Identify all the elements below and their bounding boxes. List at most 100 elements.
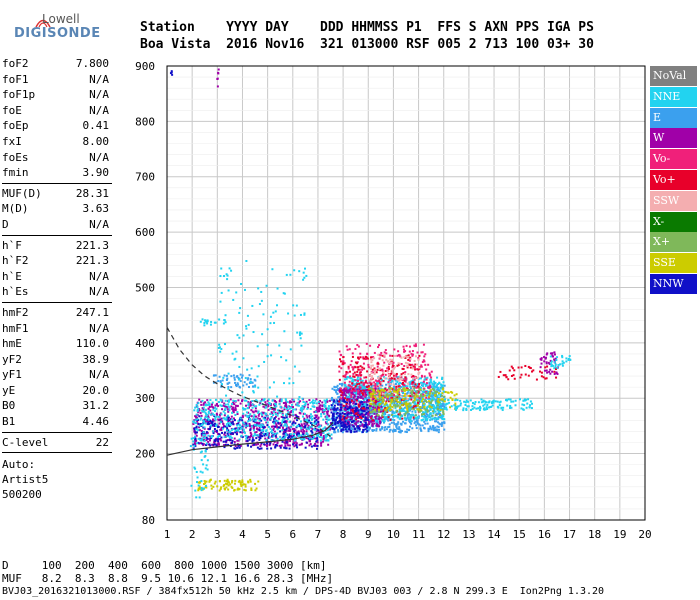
echo-point-e bbox=[227, 386, 230, 389]
echo-point-ssw bbox=[377, 377, 380, 380]
echo-point-nnw bbox=[339, 413, 342, 416]
echo-point-w bbox=[253, 442, 256, 445]
echo-point-vo- bbox=[370, 391, 373, 394]
echo-point-nne bbox=[299, 313, 302, 316]
echo-point-nne bbox=[317, 400, 320, 403]
echo-point-e bbox=[380, 408, 383, 411]
echo-point-nne bbox=[257, 411, 260, 414]
echo-point-nnw bbox=[362, 410, 365, 413]
echo-point-nnw bbox=[353, 409, 356, 412]
echo-point-nne bbox=[355, 392, 358, 395]
echo-point-vo- bbox=[363, 382, 366, 385]
echo-point-nne bbox=[394, 379, 397, 382]
echo-point-vo- bbox=[425, 368, 428, 371]
echo-point-w bbox=[220, 429, 223, 432]
echo-point-e bbox=[415, 427, 418, 430]
echo-point-nnw bbox=[314, 427, 317, 430]
echo-point-nne bbox=[205, 464, 208, 467]
echo-point-nne bbox=[204, 449, 207, 452]
autoscaling-line: 500200 bbox=[2, 488, 42, 502]
echo-point-w bbox=[372, 419, 375, 422]
echo-point-ssw bbox=[417, 358, 420, 361]
echo-point-ssw bbox=[376, 395, 379, 398]
echo-point-sse bbox=[449, 406, 452, 409]
echo-point-vo- bbox=[339, 353, 342, 356]
echo-point-e bbox=[331, 398, 334, 401]
param-name: foF1 bbox=[2, 72, 29, 86]
echo-point-vo+ bbox=[393, 377, 396, 380]
echo-point-sse bbox=[220, 486, 223, 489]
echo-point-w bbox=[216, 413, 219, 416]
echo-point-vo- bbox=[362, 356, 365, 359]
echo-point-nne bbox=[436, 395, 439, 398]
echo-point-e bbox=[390, 421, 393, 424]
echo-point-nne bbox=[500, 407, 503, 410]
echo-point-nne bbox=[203, 324, 206, 327]
echo-point-w bbox=[259, 445, 262, 448]
echo-point-w bbox=[375, 415, 378, 418]
echo-point-w bbox=[277, 412, 280, 415]
echo-point-nnw bbox=[213, 428, 216, 431]
echo-point-ssw bbox=[389, 382, 392, 385]
param-row: foEs N/A bbox=[2, 150, 112, 166]
echo-point-nne bbox=[298, 270, 301, 273]
echo-point-nne bbox=[329, 437, 332, 440]
echo-point-vo+ bbox=[402, 372, 405, 375]
echo-point-e bbox=[397, 430, 400, 433]
echo-point-nne bbox=[245, 437, 248, 440]
echo-point-nne bbox=[492, 401, 495, 404]
echo-point-vo- bbox=[347, 384, 350, 387]
echo-point-nnw bbox=[230, 422, 233, 425]
echo-point-x+ bbox=[381, 414, 384, 417]
echo-point-vo- bbox=[398, 385, 401, 388]
echo-point-x+ bbox=[388, 394, 391, 397]
echo-point-e bbox=[394, 382, 397, 385]
echo-point-sse bbox=[241, 483, 244, 486]
echo-point-sse bbox=[420, 400, 423, 403]
echo-point-w bbox=[358, 401, 361, 404]
echo-point-vo+ bbox=[508, 369, 511, 372]
echo-point-w bbox=[288, 427, 291, 430]
echo-point-w bbox=[327, 443, 330, 446]
echo-point-nne bbox=[295, 404, 298, 407]
echo-point-nne bbox=[226, 435, 229, 438]
echo-point-nne bbox=[389, 392, 392, 395]
echo-point-vo- bbox=[356, 361, 359, 364]
echo-point-w bbox=[201, 407, 204, 410]
echo-point-x+ bbox=[377, 399, 380, 402]
param-row: B0 31.2 bbox=[2, 398, 112, 414]
echo-point-nne bbox=[281, 413, 284, 416]
echo-point-e bbox=[393, 429, 396, 432]
echo-point-nne bbox=[243, 288, 246, 291]
echo-point-nne bbox=[394, 411, 397, 414]
echo-point-nne bbox=[550, 365, 553, 368]
echo-point-x+ bbox=[381, 389, 384, 392]
echo-point-w bbox=[294, 413, 297, 416]
echo-point-w bbox=[293, 431, 296, 434]
echo-point-nne bbox=[242, 408, 245, 411]
echo-point-x+ bbox=[383, 394, 386, 397]
echo-point-e bbox=[331, 387, 334, 390]
echo-point-nne bbox=[264, 430, 267, 433]
echo-point-x+ bbox=[411, 393, 414, 396]
echo-point-vo- bbox=[425, 396, 428, 399]
echo-point-w bbox=[246, 437, 249, 440]
echo-point-e bbox=[427, 409, 430, 412]
echo-point-w bbox=[302, 430, 305, 433]
echo-point-nne bbox=[279, 435, 282, 438]
echo-point-nnw bbox=[335, 418, 338, 421]
echo-point-nnw bbox=[255, 437, 258, 440]
echo-point-e bbox=[405, 392, 408, 395]
echo-point-sse bbox=[213, 482, 216, 485]
echo-point-nne bbox=[424, 377, 427, 380]
echo-point-nnw bbox=[292, 421, 295, 424]
antenna-icon bbox=[35, 19, 51, 28]
echo-point-e bbox=[413, 422, 416, 425]
echo-point-nne bbox=[498, 404, 501, 407]
echo-point-vo+ bbox=[361, 407, 364, 410]
echo-point-vo- bbox=[372, 396, 375, 399]
echo-point-nne bbox=[410, 415, 413, 418]
echo-point-nne bbox=[261, 429, 264, 432]
echo-point-sse bbox=[234, 479, 237, 482]
echo-point-nnw bbox=[224, 440, 227, 443]
